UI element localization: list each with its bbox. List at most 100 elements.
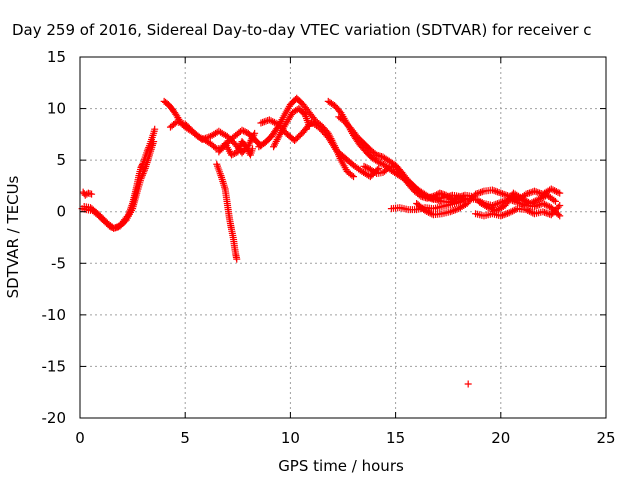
data-point (525, 207, 533, 215)
data-point (140, 168, 148, 176)
series-seg-i (257, 116, 383, 181)
data-point (348, 171, 356, 179)
data-point (478, 188, 486, 196)
data-point (451, 206, 459, 214)
data-point (495, 199, 503, 207)
data-point (242, 143, 250, 151)
data-point (235, 146, 243, 154)
data-point (524, 206, 532, 214)
data-point (505, 209, 513, 217)
data-point (426, 209, 434, 217)
data-point (88, 190, 96, 198)
data-point (519, 200, 527, 208)
data-point (554, 210, 562, 218)
plot-frame (79, 56, 607, 419)
y-tick-label: -10 (42, 306, 67, 324)
data-point (490, 201, 498, 209)
data-point (493, 188, 501, 196)
data-point (249, 145, 257, 153)
data-point (497, 212, 505, 220)
x-axis-label: GPS time / hours (278, 457, 404, 475)
data-point (547, 185, 555, 193)
data-point (556, 189, 564, 197)
data-point (536, 195, 544, 203)
data-point (502, 191, 510, 199)
data-point (362, 163, 370, 171)
data-point (539, 199, 547, 207)
data-point (238, 126, 246, 134)
x-tick-label: 5 (180, 429, 190, 447)
data-point (530, 187, 538, 195)
series-seg-h (255, 94, 358, 181)
series-seg-o (413, 185, 564, 219)
data-point (235, 144, 243, 152)
data-point (551, 187, 559, 195)
data-point (384, 165, 392, 173)
data-point (260, 118, 268, 126)
data-point (257, 119, 265, 127)
data-point (450, 206, 458, 214)
data-point (500, 211, 508, 219)
data-point (532, 188, 540, 196)
data-point (488, 186, 496, 194)
data-point (205, 133, 213, 141)
data-point (534, 188, 542, 196)
data-point (270, 118, 278, 126)
data-point (556, 202, 564, 210)
data-point (497, 189, 505, 197)
data-point (241, 128, 249, 136)
data-point (259, 118, 267, 126)
data-point (542, 209, 550, 217)
data-point (234, 148, 242, 156)
data-point (534, 201, 542, 209)
data-point (448, 207, 456, 215)
data-point (455, 198, 463, 206)
y-axis-label: SDTVAR / TECUs (4, 175, 22, 298)
data-point (229, 150, 237, 158)
series-seg-m (360, 162, 475, 203)
data-point (424, 208, 432, 216)
data-point (522, 190, 530, 198)
data-point (138, 173, 146, 181)
series-seg-p (472, 202, 564, 220)
data-point (211, 144, 219, 152)
series-seg-c (80, 138, 158, 232)
data-point (530, 203, 538, 211)
data-point (507, 208, 515, 216)
y-tick-label: 5 (56, 151, 66, 169)
data-point (502, 210, 510, 218)
data-point (509, 207, 517, 215)
data-point (510, 206, 518, 214)
data-point (532, 202, 540, 210)
y-tick-label: 0 (56, 203, 66, 221)
data-point (522, 206, 530, 214)
data-point (549, 186, 557, 194)
data-point (541, 200, 549, 208)
data-point (141, 166, 149, 174)
data-point (554, 203, 562, 211)
series-outlier (464, 380, 472, 388)
x-tick-label: 10 (281, 429, 300, 447)
x-tick-label: 0 (75, 429, 85, 447)
data-point (524, 190, 532, 198)
data-point (375, 158, 383, 166)
data-point (267, 117, 275, 125)
data-point (544, 202, 552, 210)
data-point (137, 175, 145, 183)
data-point (492, 187, 500, 195)
data-point (526, 199, 534, 207)
data-point (236, 143, 244, 151)
data-point (488, 205, 496, 213)
data-point (472, 190, 480, 198)
data-point (150, 138, 158, 146)
axis-ticks: 0 5 10 15 20 25 -20 -15 -10 -5 0 5 10 15 (42, 48, 616, 447)
data-point (305, 122, 313, 130)
data-point (538, 194, 546, 202)
data-point (138, 171, 146, 179)
data-point (550, 196, 558, 204)
series-seg-a (79, 188, 96, 199)
x-tick-label: 20 (491, 429, 510, 447)
data-point (378, 160, 386, 168)
data-point (453, 205, 461, 213)
